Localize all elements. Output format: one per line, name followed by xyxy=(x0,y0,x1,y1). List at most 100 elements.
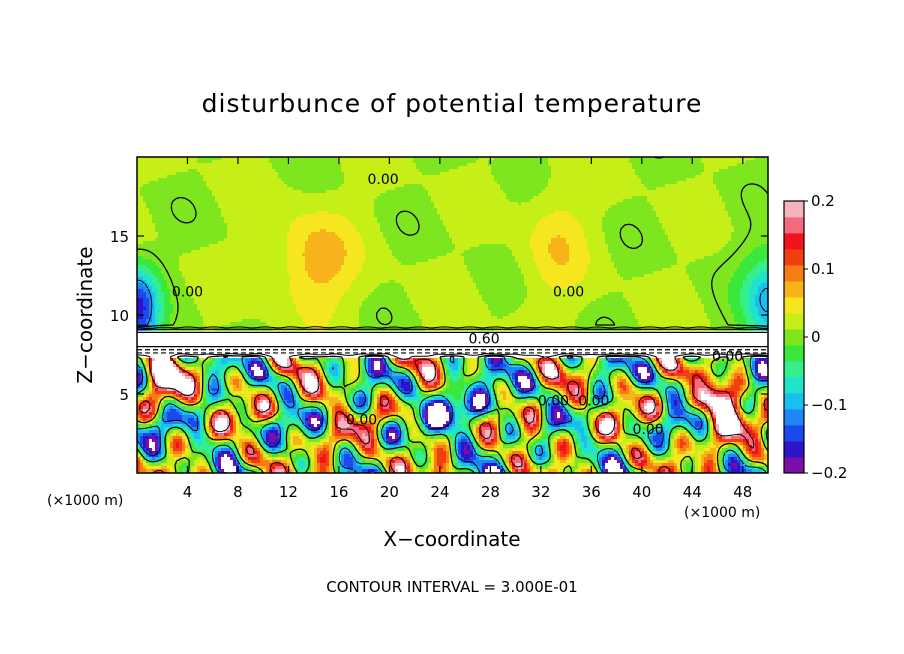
field-cell xyxy=(206,208,210,212)
field-cell xyxy=(320,208,324,212)
field-cell xyxy=(365,199,369,203)
field-cell xyxy=(146,223,150,227)
field-cell xyxy=(599,178,603,182)
field-cell xyxy=(581,181,585,185)
field-cell xyxy=(143,172,147,176)
field-cell xyxy=(353,205,357,209)
field-cell xyxy=(695,205,699,209)
field-cell xyxy=(488,187,492,191)
field-cell xyxy=(497,217,501,221)
field-cell xyxy=(677,220,681,224)
field-cell xyxy=(323,184,327,188)
field-cell xyxy=(248,199,252,203)
field-cell xyxy=(629,196,633,200)
field-cell xyxy=(308,163,312,167)
field-cell xyxy=(641,205,645,209)
field-cell xyxy=(659,217,663,221)
field-cell xyxy=(527,187,531,191)
field-cell xyxy=(476,193,480,197)
field-cell xyxy=(254,199,258,203)
field-cell xyxy=(509,205,513,209)
field-cell xyxy=(479,205,483,209)
field-cell xyxy=(566,190,570,194)
field-cell xyxy=(263,211,267,215)
field-cell xyxy=(725,202,729,206)
field-cell xyxy=(329,184,333,188)
field-cell xyxy=(215,211,219,215)
field-cell xyxy=(455,196,459,200)
field-cell xyxy=(560,220,564,224)
field-cell xyxy=(206,202,210,206)
field-cell xyxy=(260,226,264,230)
field-cell xyxy=(254,166,258,170)
field-cell xyxy=(413,166,417,170)
field-cell xyxy=(545,202,549,206)
field-cell xyxy=(740,184,744,188)
field-cell xyxy=(380,202,384,206)
field-cell xyxy=(647,172,651,176)
field-cell xyxy=(230,226,234,230)
field-cell xyxy=(233,163,237,167)
field-cell xyxy=(197,226,201,230)
field-cell xyxy=(737,163,741,167)
field-cell xyxy=(482,193,486,197)
field-cell xyxy=(290,199,294,203)
field-cell xyxy=(422,217,426,221)
field-cell xyxy=(563,169,567,173)
field-cell xyxy=(731,208,735,212)
field-cell xyxy=(554,202,558,206)
field-cell xyxy=(572,178,576,182)
field-cell xyxy=(269,205,273,209)
field-cell xyxy=(605,160,609,164)
field-cell xyxy=(209,211,213,215)
field-cell xyxy=(665,199,669,203)
field-cell xyxy=(389,202,393,206)
field-cell xyxy=(314,169,318,173)
field-cell xyxy=(203,196,207,200)
field-cell xyxy=(170,163,174,167)
field-cell xyxy=(146,172,150,176)
field-cell xyxy=(746,199,750,203)
field-cell xyxy=(485,166,489,170)
field-cell xyxy=(233,196,237,200)
field-cell xyxy=(539,205,543,209)
field-cell xyxy=(755,190,759,194)
field-cell xyxy=(476,223,480,227)
field-cell xyxy=(176,172,180,176)
field-cell xyxy=(203,211,207,215)
field-cell xyxy=(719,196,723,200)
field-cell xyxy=(572,199,576,203)
field-cell xyxy=(608,181,612,185)
field-cell xyxy=(167,163,171,167)
field-cell xyxy=(545,181,549,185)
field-cell xyxy=(551,190,555,194)
field-cell xyxy=(347,181,351,185)
field-cell xyxy=(548,226,552,230)
field-cell xyxy=(272,217,276,221)
field-cell xyxy=(617,169,621,173)
field-cell xyxy=(743,211,747,215)
field-cell xyxy=(557,217,561,221)
field-cell xyxy=(185,190,189,194)
field-cell xyxy=(413,193,417,197)
field-cell xyxy=(224,172,228,176)
field-cell xyxy=(341,187,345,191)
field-cell xyxy=(626,169,630,173)
field-cell xyxy=(353,208,357,212)
field-cell xyxy=(305,178,309,182)
field-cell xyxy=(302,217,306,221)
field-cell xyxy=(740,181,744,185)
field-cell xyxy=(242,226,246,230)
field-cell xyxy=(743,181,747,185)
field-cell xyxy=(488,175,492,179)
field-cell xyxy=(659,187,663,191)
field-cell xyxy=(419,205,423,209)
field-cell xyxy=(329,163,333,167)
field-cell xyxy=(275,160,279,164)
field-cell xyxy=(386,196,390,200)
field-cell xyxy=(641,181,645,185)
field-cell xyxy=(734,208,738,212)
field-cell xyxy=(311,202,315,206)
field-cell xyxy=(716,202,720,206)
field-cell xyxy=(317,220,321,224)
